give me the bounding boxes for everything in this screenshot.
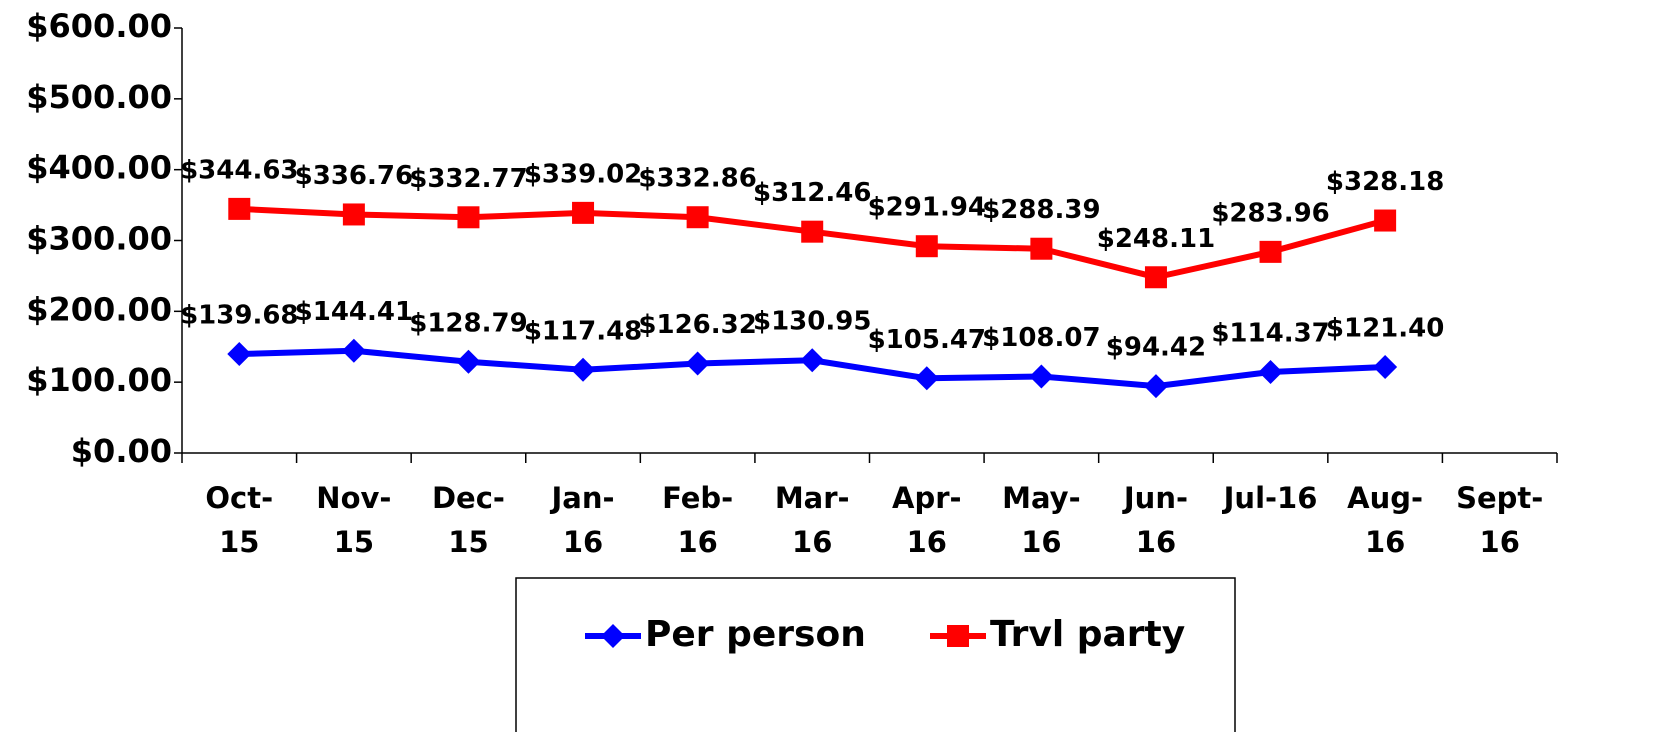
y-tick-label: $300.00 xyxy=(26,220,172,258)
marker xyxy=(685,351,710,376)
x-tick-label: Jun-16 xyxy=(1122,481,1188,559)
x-tick-label: Sept-16 xyxy=(1456,481,1543,559)
data-label: $288.39 xyxy=(982,195,1100,225)
marker xyxy=(601,624,625,648)
marker xyxy=(801,220,824,243)
data-label: $117.48 xyxy=(524,316,642,346)
x-tick-label: Jan-16 xyxy=(550,481,615,559)
marker xyxy=(571,357,596,382)
y-tick-label: $200.00 xyxy=(26,290,172,328)
data-label: $344.63 xyxy=(180,155,298,185)
data-label: $126.32 xyxy=(638,310,756,340)
marker xyxy=(228,197,251,220)
data-label: $328.18 xyxy=(1326,167,1444,197)
x-tick-label: Nov-15 xyxy=(316,481,391,559)
data-label: $291.94 xyxy=(868,193,986,223)
y-tick-label: $100.00 xyxy=(26,361,172,399)
data-label: $94.42 xyxy=(1106,333,1206,363)
legend-label: Trvl party xyxy=(990,614,1185,655)
marker xyxy=(686,206,709,229)
marker xyxy=(342,203,365,226)
data-label: $339.02 xyxy=(524,159,642,189)
marker xyxy=(1143,374,1168,399)
x-tick-label: May-16 xyxy=(1002,481,1080,559)
data-label: $130.95 xyxy=(753,307,871,337)
x-tick-label: Apr-16 xyxy=(892,481,962,559)
x-tick-label: Jul-16 xyxy=(1222,481,1318,515)
marker xyxy=(1374,209,1397,232)
data-label: $114.37 xyxy=(1211,318,1329,348)
marker xyxy=(1144,266,1167,289)
marker xyxy=(1030,237,1053,260)
data-label: $283.96 xyxy=(1211,198,1329,228)
marker xyxy=(1258,359,1283,384)
marker xyxy=(915,235,938,258)
marker xyxy=(227,342,252,367)
y-tick-label: $0.00 xyxy=(71,432,172,470)
marker xyxy=(1373,355,1398,380)
marker xyxy=(800,348,825,373)
x-tick-label: Feb-16 xyxy=(662,481,733,559)
legend-box xyxy=(515,577,1236,732)
legend-label: Per person xyxy=(645,614,866,655)
data-label: $139.68 xyxy=(180,301,298,331)
data-label: $121.40 xyxy=(1326,314,1444,344)
data-label: $336.76 xyxy=(295,161,413,191)
marker xyxy=(572,201,595,224)
x-tick-label: Aug-16 xyxy=(1347,481,1423,559)
y-tick-label: $500.00 xyxy=(26,78,172,116)
marker xyxy=(341,338,366,363)
marker xyxy=(456,349,481,374)
x-tick-label: Oct-15 xyxy=(205,481,273,559)
data-label: $105.47 xyxy=(868,325,986,355)
x-tick-label: Dec-15 xyxy=(432,481,505,559)
data-label: $332.86 xyxy=(638,164,756,194)
x-tick-label: Mar-16 xyxy=(775,481,850,559)
data-label: $332.77 xyxy=(409,164,527,194)
data-label: $312.46 xyxy=(753,178,871,208)
data-label: $144.41 xyxy=(295,297,413,327)
y-tick-label: $400.00 xyxy=(26,149,172,187)
data-label: $248.11 xyxy=(1097,224,1215,254)
marker xyxy=(914,366,939,391)
marker xyxy=(457,206,480,229)
marker xyxy=(1029,364,1054,389)
marker xyxy=(947,625,969,647)
y-tick-label: $600.00 xyxy=(26,7,172,45)
data-label: $128.79 xyxy=(409,308,527,338)
marker xyxy=(1259,240,1282,263)
data-label: $108.07 xyxy=(982,323,1100,353)
